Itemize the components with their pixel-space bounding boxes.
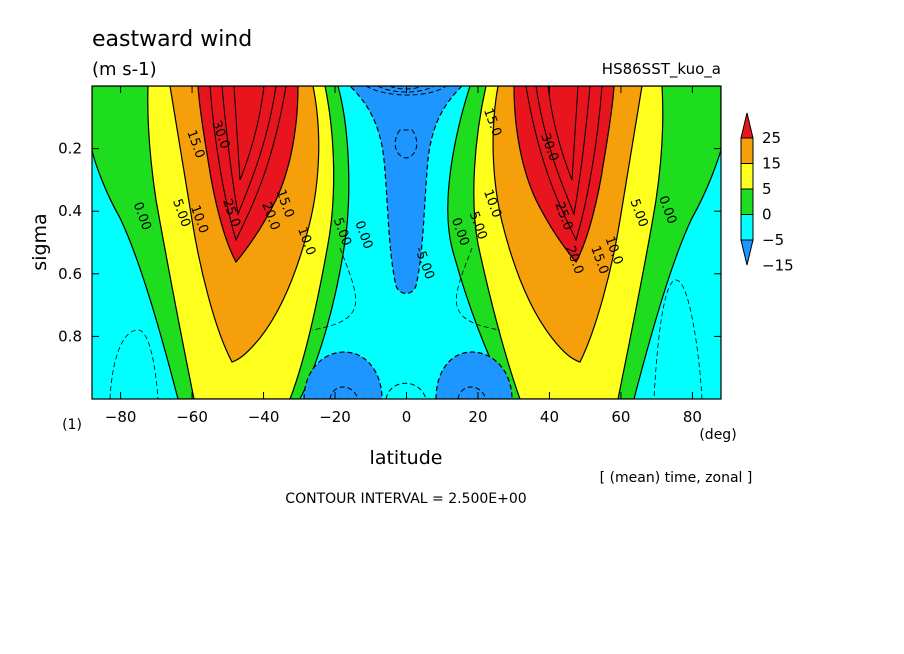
surface-inner-contours [329, 382, 487, 399]
colorbar-label: 25 [762, 129, 781, 147]
colorbar-label: −5 [762, 231, 784, 249]
x-tick-label: −40 [248, 408, 280, 426]
northern-jet [447, 86, 721, 399]
chart-title: eastward wind [92, 27, 252, 52]
x-tick-label: −20 [319, 408, 351, 426]
colorbar-label: 15 [762, 155, 781, 173]
plot-area [92, 86, 721, 399]
equator-band-neg5 [349, 86, 463, 295]
x-axis-unit: (deg) [699, 427, 736, 443]
x-tick-label: 20 [468, 408, 487, 426]
y-tick-label: 0.6 [58, 265, 82, 283]
y-axis-unit: (1) [62, 417, 82, 433]
south-band-25-plus [197, 86, 299, 264]
north-surface-neg5 [435, 351, 513, 399]
colorbar-swatch [740, 137, 754, 164]
north-band-25-plus [513, 86, 615, 264]
x-tick-label: 40 [540, 408, 559, 426]
y-tick-label: 0.8 [58, 327, 82, 345]
y-tick-label: 0.2 [58, 140, 82, 158]
colorbar-swatch [740, 188, 754, 215]
colorbar-swatch [740, 163, 754, 190]
south-core-contours [209, 86, 287, 242]
x-tick-label: 0 [402, 408, 412, 426]
x-axis-label: latitude [370, 447, 443, 469]
colorbar-swatch [740, 214, 754, 241]
colorbar-min-arrow [740, 239, 754, 266]
colorbar-label: −15 [762, 257, 794, 275]
y-axis-label: sigma [29, 213, 51, 270]
mid-dashed-contours [109, 247, 703, 399]
dataset-label: HS86SST_kuo_a [602, 60, 721, 79]
south-surface-neg5 [303, 351, 383, 399]
x-tick-label: −80 [105, 408, 137, 426]
chart-units: (m s-1) [92, 59, 157, 80]
colorbar-max-arrow [740, 112, 754, 139]
y-tick-label: 0.4 [58, 202, 82, 220]
x-tick-label: −60 [176, 408, 208, 426]
north-core-contours [525, 86, 603, 242]
contour-interval: CONTOUR INTERVAL = 2.500E+00 [285, 491, 526, 507]
x-axis: −80 −60 −40 −20 0 20 40 60 80 [105, 86, 702, 426]
y-axis: 0.2 0.4 0.6 0.8 [58, 140, 721, 345]
x-tick-label: 80 [683, 408, 702, 426]
colorbar-label: 0 [762, 206, 772, 224]
colorbar-label: 5 [762, 180, 772, 198]
x-tick-label: 60 [611, 408, 630, 426]
averaging-note: [ (mean) time, zonal ] [600, 470, 753, 486]
southern-jet [92, 86, 350, 399]
colorbar: 25 15 5 0 −5 −15 [740, 112, 794, 275]
